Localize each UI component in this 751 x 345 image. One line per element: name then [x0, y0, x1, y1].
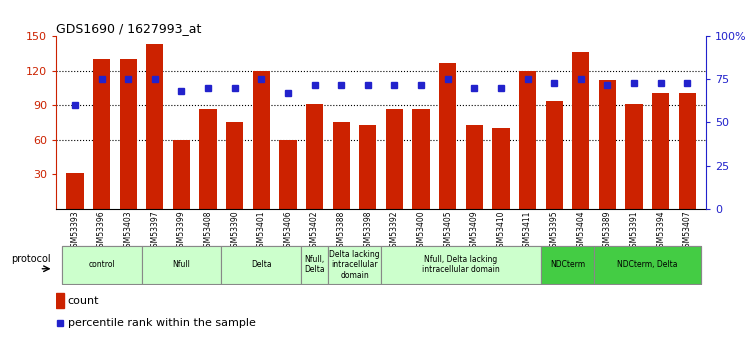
Text: GSM53395: GSM53395 — [550, 210, 559, 252]
Text: count: count — [68, 296, 99, 306]
Bar — [541, 246, 594, 284]
Text: Nfull, Delta lacking
intracellular domain: Nfull, Delta lacking intracellular domai… — [422, 255, 500, 275]
Bar — [56, 293, 65, 308]
Bar — [119, 59, 137, 209]
Text: GSM53400: GSM53400 — [417, 210, 426, 252]
Text: GSM53399: GSM53399 — [177, 210, 186, 252]
Text: Delta: Delta — [251, 260, 272, 269]
Text: GSM53410: GSM53410 — [496, 210, 505, 252]
Text: GSM53402: GSM53402 — [310, 210, 319, 252]
Text: GSM53409: GSM53409 — [470, 210, 479, 252]
Bar — [519, 71, 536, 209]
Text: GSM53404: GSM53404 — [576, 210, 585, 252]
Text: GSM53393: GSM53393 — [71, 210, 80, 252]
Text: Delta lacking
intracellular
domain: Delta lacking intracellular domain — [329, 250, 380, 280]
Text: GSM53398: GSM53398 — [363, 210, 372, 252]
Text: NDCterm, Delta: NDCterm, Delta — [617, 260, 677, 269]
Bar — [412, 109, 430, 209]
Text: GSM53394: GSM53394 — [656, 210, 665, 252]
Bar — [679, 92, 696, 209]
Text: GSM53406: GSM53406 — [283, 210, 292, 252]
Bar — [226, 122, 243, 209]
Text: GSM53388: GSM53388 — [336, 210, 345, 252]
Bar — [146, 44, 164, 209]
Text: GSM53401: GSM53401 — [257, 210, 266, 252]
Bar — [200, 109, 217, 209]
Bar — [279, 140, 297, 209]
Text: GSM53407: GSM53407 — [683, 210, 692, 252]
Text: GSM53389: GSM53389 — [603, 210, 612, 252]
Bar — [626, 104, 643, 209]
Text: GSM53391: GSM53391 — [629, 210, 638, 252]
Bar — [599, 80, 616, 209]
Text: Nfull: Nfull — [173, 260, 191, 269]
Bar — [466, 125, 483, 209]
Text: GSM53392: GSM53392 — [390, 210, 399, 252]
Bar — [301, 246, 328, 284]
Bar — [328, 246, 382, 284]
Text: GSM53408: GSM53408 — [204, 210, 213, 252]
Text: GSM53390: GSM53390 — [231, 210, 240, 252]
Text: protocol: protocol — [11, 254, 51, 264]
Text: GDS1690 / 1627993_at: GDS1690 / 1627993_at — [56, 22, 202, 35]
Bar — [359, 125, 376, 209]
Bar — [62, 246, 141, 284]
Bar — [545, 101, 562, 209]
Text: GSM53403: GSM53403 — [124, 210, 133, 252]
Bar — [333, 122, 350, 209]
Text: Nfull,
Delta: Nfull, Delta — [304, 255, 325, 275]
Bar — [594, 246, 701, 284]
Bar — [141, 246, 222, 284]
Bar — [66, 173, 83, 209]
Text: GSM53396: GSM53396 — [97, 210, 106, 252]
Text: percentile rank within the sample: percentile rank within the sample — [68, 318, 255, 328]
Text: GSM53411: GSM53411 — [523, 210, 532, 252]
Bar — [572, 52, 590, 209]
Text: GSM53405: GSM53405 — [443, 210, 452, 252]
Bar — [93, 59, 110, 209]
Bar — [222, 246, 301, 284]
Text: control: control — [88, 260, 115, 269]
Bar — [252, 71, 270, 209]
Bar — [652, 92, 669, 209]
Bar — [439, 63, 457, 209]
Text: GSM53397: GSM53397 — [150, 210, 159, 252]
Bar — [173, 140, 190, 209]
Bar — [493, 128, 510, 209]
Bar — [306, 104, 323, 209]
Bar — [386, 109, 403, 209]
Bar — [382, 246, 541, 284]
Text: NDCterm: NDCterm — [550, 260, 585, 269]
